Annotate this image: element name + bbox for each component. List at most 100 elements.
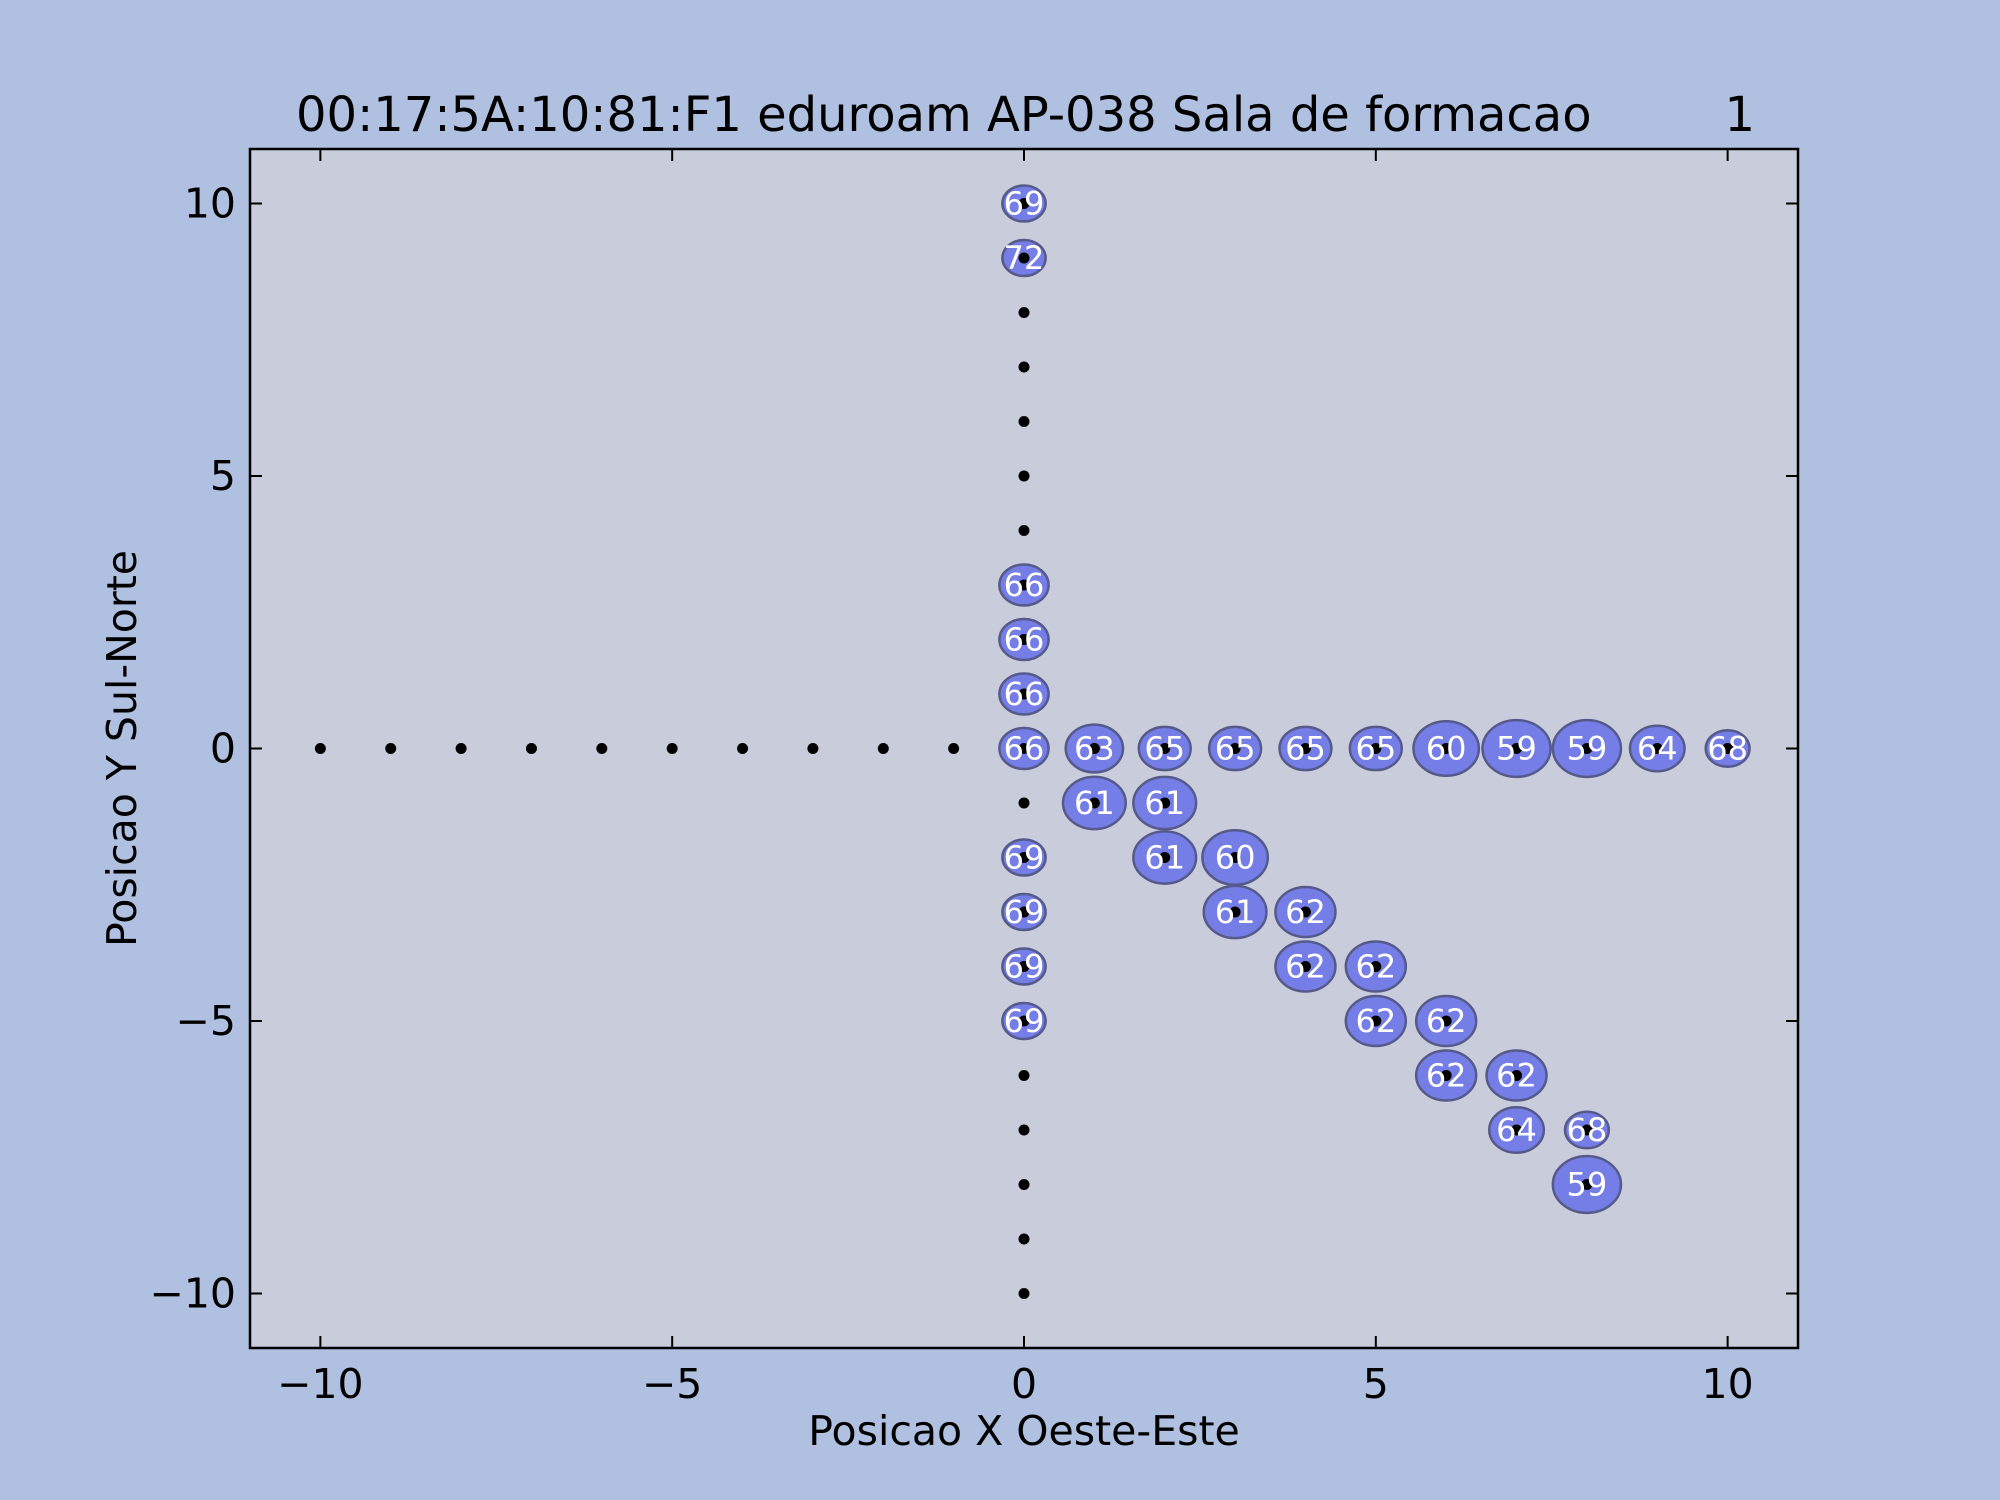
position-point	[455, 743, 467, 754]
measurement-label: 65	[1285, 730, 1326, 768]
position-point	[1651, 743, 1663, 754]
measurement-label: 62	[1496, 1057, 1537, 1095]
position-point	[666, 743, 678, 754]
measurement-label: 62	[1355, 1002, 1396, 1040]
y-tick-label: 10	[184, 180, 236, 228]
measurement-label: 69	[1004, 185, 1045, 223]
position-point	[596, 743, 608, 754]
position-point	[1018, 852, 1030, 863]
position-point	[1370, 1015, 1382, 1027]
measurement-label: 61	[1144, 839, 1185, 877]
measurement-label: 61	[1215, 893, 1256, 931]
position-point	[1581, 743, 1593, 754]
measurement-label: 59	[1496, 730, 1537, 768]
position-point	[1018, 252, 1030, 264]
position-point	[1018, 688, 1030, 700]
measurement-label: 69	[1004, 893, 1045, 931]
measurement-label: 69	[1004, 839, 1045, 877]
position-point	[1018, 198, 1030, 209]
measurement-label: 63	[1074, 730, 1115, 768]
position-point	[1018, 525, 1030, 536]
position-point	[1299, 906, 1311, 918]
y-tick-label: 5	[210, 452, 236, 500]
measurement-label: 72	[1004, 239, 1045, 277]
measurement-label: 65	[1144, 730, 1185, 768]
measurement-label: 68	[1567, 1111, 1608, 1149]
measurement-label: 66	[1004, 675, 1045, 713]
position-point	[1018, 1288, 1030, 1299]
position-point	[1229, 743, 1241, 754]
x-tick-label: 5	[1363, 1360, 1389, 1408]
position-point	[1511, 743, 1523, 754]
x-tick-label: 10	[1702, 1360, 1754, 1408]
position-point	[1229, 852, 1241, 863]
position-point	[1440, 1070, 1452, 1081]
position-point	[877, 743, 889, 754]
measurement-label: 61	[1144, 784, 1185, 822]
position-point	[1299, 743, 1311, 754]
y-tick-label: −5	[176, 997, 236, 1045]
position-point	[1018, 1124, 1030, 1136]
position-point	[1581, 1124, 1593, 1136]
position-point	[1159, 743, 1171, 754]
measurement-label: 61	[1074, 784, 1115, 822]
x-tick-label: −10	[277, 1360, 364, 1408]
measurement-label: 59	[1567, 1166, 1608, 1204]
measurement-label: 66	[1004, 566, 1045, 604]
x-tick-label: −5	[642, 1360, 702, 1408]
position-point	[1018, 307, 1030, 318]
ticks-layer: −10 −5 0 5 10 −10 −5 0 5 10	[149, 149, 1798, 1408]
position-point	[1299, 961, 1311, 972]
position-point	[1018, 579, 1030, 591]
position-point	[525, 743, 537, 754]
measurement-label: 59	[1567, 730, 1608, 768]
position-point	[1018, 1233, 1030, 1245]
position-point	[1018, 470, 1030, 482]
position-point	[314, 743, 326, 754]
position-point	[948, 743, 960, 754]
position-point	[1511, 1124, 1523, 1136]
position-point	[385, 743, 397, 754]
position-point	[807, 743, 819, 754]
chart-title-index: 1	[1724, 87, 1755, 143]
measurement-label: 62	[1355, 948, 1396, 986]
marks-layer: 69 72 66 66 66 66 63 65 65 65 65 60 59 59 64 68 61 61 69 61…	[314, 184, 1751, 1299]
position-point	[1722, 743, 1734, 754]
position-point	[1229, 906, 1241, 918]
measurement-label: 62	[1426, 1002, 1467, 1040]
position-point	[1018, 1015, 1030, 1027]
measurement-label: 65	[1355, 730, 1396, 768]
position-point	[1018, 1179, 1030, 1190]
position-point	[1088, 743, 1100, 754]
measurement-label: 66	[1004, 730, 1045, 768]
position-point	[1511, 1070, 1523, 1081]
measurement-label: 66	[1004, 621, 1045, 659]
position-point	[1370, 743, 1382, 754]
position-point	[1018, 361, 1030, 373]
position-point	[1018, 634, 1030, 645]
measurement-label: 64	[1637, 730, 1678, 768]
measurement-label: 69	[1004, 948, 1045, 986]
position-point	[1088, 797, 1100, 809]
chart-title: 00:17:5A:10:81:F1 eduroam AP-038 Sala de…	[296, 87, 1592, 143]
y-axis-label: Posicao Y Sul-Norte	[98, 550, 146, 947]
x-tick-label: 0	[1011, 1360, 1037, 1408]
x-axis-label: Posicao X Oeste-Este	[808, 1407, 1240, 1455]
position-point	[1018, 961, 1030, 972]
position-point	[1370, 961, 1382, 972]
position-point	[1018, 416, 1030, 427]
position-point	[1018, 743, 1030, 754]
measurement-label: 60	[1215, 839, 1256, 877]
position-point	[1440, 743, 1452, 754]
position-point	[1018, 1070, 1030, 1081]
measurement-label: 69	[1004, 1002, 1045, 1040]
y-tick-label: −10	[149, 1270, 236, 1318]
measurement-label: 64	[1496, 1111, 1537, 1149]
measurement-label: 60	[1426, 730, 1467, 768]
measurement-label: 62	[1285, 948, 1326, 986]
y-tick-label: 0	[210, 725, 236, 773]
measurement-label: 62	[1426, 1057, 1467, 1095]
measurement-label: 62	[1285, 893, 1326, 931]
